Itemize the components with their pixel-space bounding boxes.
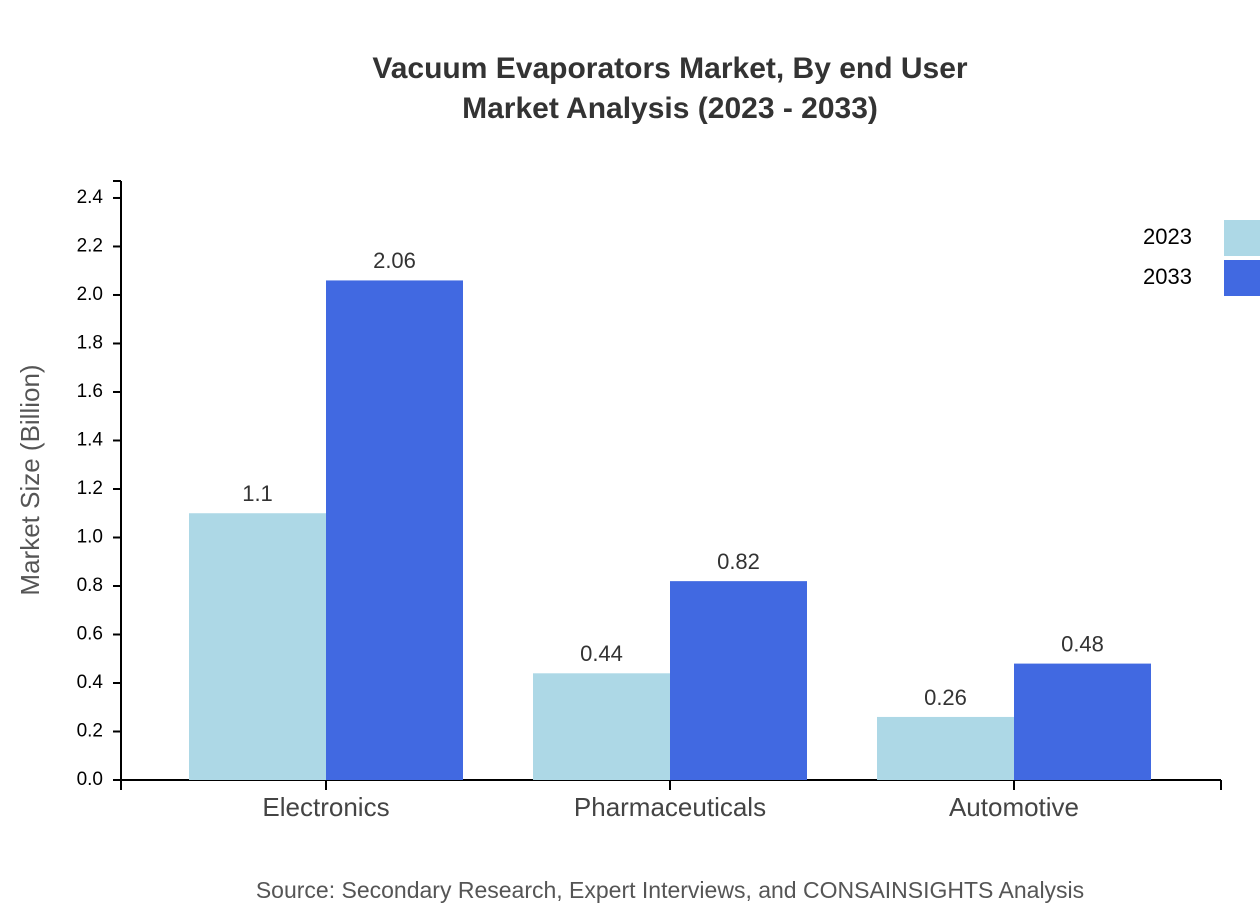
bar bbox=[189, 513, 326, 780]
x-tick-label: Pharmaceuticals bbox=[574, 792, 766, 822]
bar bbox=[533, 673, 670, 780]
y-tick-label: 0.4 bbox=[77, 672, 104, 693]
value-label: 0.48 bbox=[1061, 631, 1104, 656]
bar bbox=[670, 581, 807, 780]
source-note: Source: Secondary Research, Expert Inter… bbox=[256, 877, 1084, 903]
x-tick-label: Automotive bbox=[949, 792, 1079, 822]
y-tick-label: 2.0 bbox=[77, 284, 103, 305]
y-tick-label: 1.0 bbox=[77, 527, 103, 548]
bar bbox=[326, 280, 463, 780]
value-label: 0.26 bbox=[924, 685, 967, 710]
y-tick-label: 0.8 bbox=[77, 575, 103, 596]
y-tick-label: 1.4 bbox=[77, 430, 104, 451]
chart-title: Vacuum Evaporators Market, By end User bbox=[372, 52, 968, 85]
y-tick-label: 1.2 bbox=[77, 478, 103, 499]
chart-title: Market Analysis (2023 - 2033) bbox=[462, 92, 878, 125]
bar bbox=[1014, 663, 1151, 780]
y-tick-label: 2.4 bbox=[77, 187, 104, 208]
y-tick-label: 0.6 bbox=[77, 624, 103, 645]
legend-swatch bbox=[1224, 220, 1260, 256]
x-tick-label: Electronics bbox=[262, 792, 389, 822]
bar bbox=[877, 716, 1014, 780]
value-label: 0.82 bbox=[717, 549, 760, 574]
legend-label: 2033 bbox=[1143, 264, 1192, 289]
y-tick-label: 0.2 bbox=[77, 721, 103, 742]
y-tick-label: 1.8 bbox=[77, 332, 103, 353]
legend-label: 2023 bbox=[1143, 224, 1192, 249]
y-tick-label: 0.0 bbox=[77, 769, 103, 790]
y-axis-label: Market Size (Billion) bbox=[15, 364, 45, 595]
value-label: 0.44 bbox=[580, 641, 623, 666]
value-label: 2.06 bbox=[373, 248, 416, 273]
y-tick-label: 2.2 bbox=[77, 235, 103, 256]
y-tick-label: 1.6 bbox=[77, 381, 103, 402]
legend-swatch bbox=[1224, 260, 1260, 296]
value-label: 1.1 bbox=[242, 481, 273, 506]
